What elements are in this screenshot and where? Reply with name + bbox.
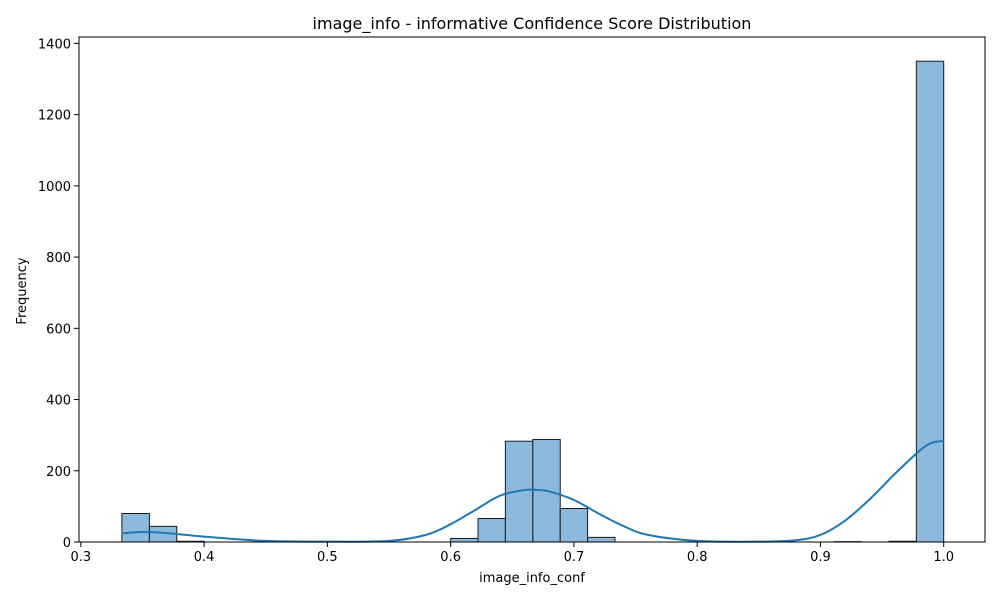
- histogram-bar-7: [560, 509, 587, 542]
- histogram-bar-4: [478, 518, 505, 542]
- x-tick-label-0: 0.3: [71, 550, 92, 565]
- x-axis-label: image_info_conf: [479, 571, 585, 586]
- x-tick-label-1: 0.4: [194, 550, 215, 565]
- histogram-bar-11: [916, 61, 943, 542]
- x-tick-label-5: 0.8: [687, 550, 708, 565]
- x-tick-label-2: 0.5: [317, 550, 338, 565]
- y-tick-label-5: 1000: [38, 180, 71, 195]
- x-tick-label-7: 1.0: [933, 550, 954, 565]
- y-tick-label-1: 200: [46, 465, 71, 480]
- y-tick-label-2: 400: [46, 394, 71, 409]
- x-tick-label-4: 0.7: [564, 550, 585, 565]
- bars-layer: [122, 61, 944, 542]
- y-axis-label: Frequency: [15, 257, 30, 324]
- histogram-bar-3: [451, 538, 478, 542]
- y-tick-label-7: 1400: [38, 37, 71, 52]
- x-tick-label-6: 0.9: [810, 550, 831, 565]
- x-tick-label-3: 0.6: [440, 550, 461, 565]
- histogram-bar-0: [122, 514, 149, 542]
- y-tick-label-0: 0: [63, 536, 71, 551]
- y-tick-label-6: 1200: [38, 109, 71, 124]
- histogram-bar-8: [588, 537, 615, 542]
- chart-title: image_info - informative Confidence Scor…: [313, 14, 752, 34]
- y-tick-label-3: 600: [46, 322, 71, 337]
- y-tick-label-4: 800: [46, 251, 71, 266]
